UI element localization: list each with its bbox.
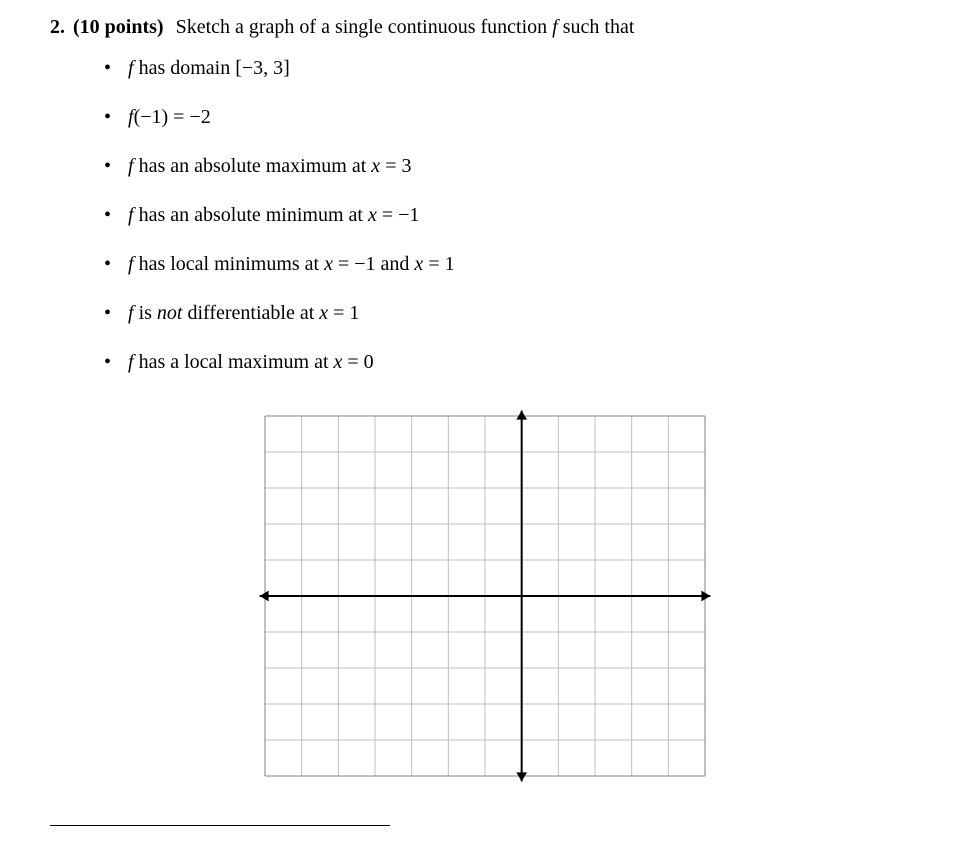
condition-7: f has a local maximum at x = 0 — [104, 349, 920, 376]
c3-x: x — [371, 155, 380, 177]
condition-4: f has an absolute minimum at x = −1 — [104, 202, 920, 229]
c4-x: x — [368, 204, 377, 226]
c4-text: has an absolute minimum at — [134, 204, 368, 226]
c5-eq2: = 1 — [423, 253, 454, 275]
bottom-rule — [50, 825, 390, 826]
graph-container — [50, 398, 920, 794]
c5-x1: x — [324, 253, 333, 275]
c6-mid: is — [134, 302, 157, 324]
c6-not: not — [157, 302, 183, 324]
question-header: 2. (10 points) Sketch a graph of a singl… — [50, 16, 920, 39]
c1-text: has domain [−3, 3] — [134, 57, 290, 79]
c3-eq: = 3 — [380, 155, 411, 177]
stem-suffix: such that — [558, 16, 635, 38]
condition-1: f has domain [−3, 3] — [104, 55, 920, 82]
blank-grid-graph — [247, 398, 723, 794]
question-stem: Sketch a graph of a single continuous fu… — [176, 16, 635, 39]
condition-2: f(−1) = −2 — [104, 104, 920, 131]
condition-6: f is not differentiable at x = 1 — [104, 300, 920, 327]
c3-text: has an absolute maximum at — [134, 155, 372, 177]
condition-3: f has an absolute maximum at x = 3 — [104, 153, 920, 180]
c5-eq1: = −1 and — [333, 253, 414, 275]
question-number: 2. — [50, 16, 65, 39]
condition-list: f has domain [−3, 3] f(−1) = −2 f has an… — [104, 55, 920, 376]
c2-arg: (−1) = −2 — [134, 106, 211, 128]
condition-5: f has local minimums at x = −1 and x = 1 — [104, 251, 920, 278]
question-points: (10 points) — [73, 16, 164, 39]
stem-prefix: Sketch a graph of a single continuous fu… — [176, 16, 553, 38]
c4-eq: = −1 — [377, 204, 420, 226]
c6-eq: = 1 — [328, 302, 359, 324]
c7-eq: = 0 — [342, 351, 373, 373]
c6-x: x — [319, 302, 328, 324]
c5-x2: x — [414, 253, 423, 275]
c6-post: differentiable at — [182, 302, 319, 324]
c7-text: has a local maximum at — [134, 351, 334, 373]
c5-text: has local minimums at — [134, 253, 325, 275]
